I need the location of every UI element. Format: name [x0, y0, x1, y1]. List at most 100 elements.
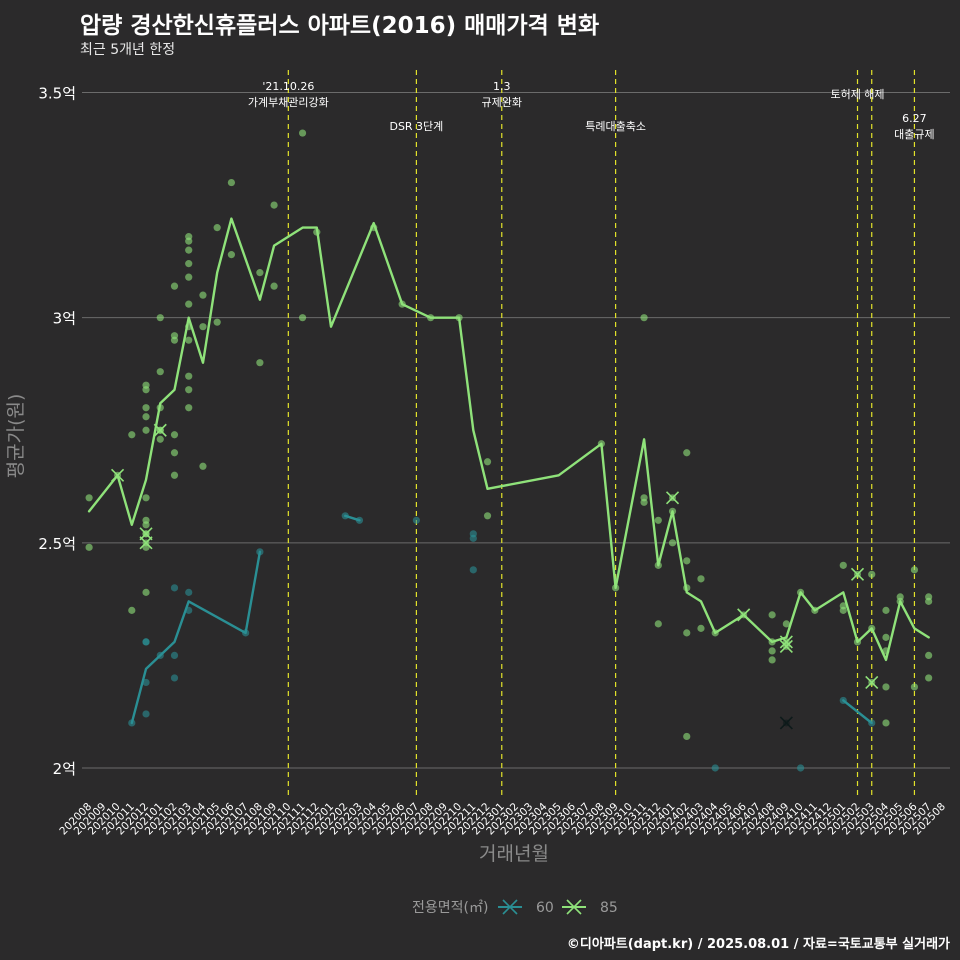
data-point	[654, 516, 662, 524]
data-point	[270, 201, 278, 209]
x-mark	[865, 675, 879, 689]
data-point	[185, 372, 193, 380]
data-point	[298, 314, 307, 322]
x-mark-stroke	[779, 716, 793, 730]
data-point	[185, 273, 193, 281]
chart-title: 압량 경산한신휴플러스 아파트(2016) 매매가격 변화	[80, 13, 600, 39]
y-tick-label: 2억	[53, 760, 76, 778]
data-point	[142, 426, 150, 434]
data-point	[185, 336, 193, 344]
data-point	[910, 566, 919, 574]
data-point	[298, 129, 307, 137]
data-point	[925, 674, 933, 682]
data-point	[156, 368, 164, 376]
data-point	[185, 237, 193, 245]
data-point	[156, 435, 164, 443]
data-point	[640, 314, 648, 322]
x-mark	[737, 608, 751, 622]
event-label: '21.10.26	[262, 80, 314, 93]
chart-subtitle: 최근 5개년 한정	[80, 42, 176, 58]
grid-layer	[82, 92, 950, 769]
axis-layer: 2억2.5억3억3.5억2020082020092020102020112020…	[38, 85, 948, 838]
event-label: 규제완화	[482, 96, 522, 109]
x-mark	[665, 491, 680, 505]
event-label: 토허제 해제	[830, 87, 884, 101]
x-mark-stroke	[153, 423, 167, 437]
data-point	[882, 606, 890, 614]
data-point	[85, 494, 93, 502]
data-point	[925, 651, 933, 660]
data-point	[170, 282, 179, 290]
data-point	[796, 764, 805, 772]
data-point	[910, 683, 919, 691]
data-point	[170, 674, 179, 682]
legend-swatch-cross	[502, 899, 518, 915]
data-point	[170, 584, 179, 592]
x-mark	[139, 536, 153, 550]
data-point	[142, 404, 150, 412]
legend-swatch-cross	[566, 899, 582, 915]
x-mark-stroke	[111, 468, 125, 482]
series-60	[128, 512, 876, 772]
data-point	[185, 260, 193, 268]
source-caption: ©디아파트(dapt.kr) / 2025.08.01 / 자료=국토교통부 실…	[566, 937, 950, 952]
data-point	[128, 431, 136, 439]
data-point	[882, 683, 890, 691]
y-tick-label: 2.5억	[38, 535, 76, 553]
data-point	[469, 534, 477, 542]
data-point	[256, 269, 264, 277]
data-point	[170, 471, 179, 479]
data-point	[142, 413, 150, 421]
data-point	[185, 246, 193, 254]
data-point	[142, 386, 150, 394]
series-line	[842, 699, 873, 725]
data-point	[185, 588, 193, 596]
event-label: DSR 3단계	[389, 120, 443, 133]
data-point	[270, 282, 278, 290]
legend-title: 전용면적(㎡)	[412, 900, 488, 916]
data-point	[483, 458, 492, 466]
event-label: 1.3	[493, 80, 511, 93]
data-point	[142, 638, 150, 646]
x-mark-stroke	[139, 536, 153, 550]
data-point	[128, 606, 136, 614]
series-line	[87, 217, 930, 662]
y-axis-label: 평균가(원)	[5, 394, 27, 479]
y-tick-label: 3.5억	[38, 85, 76, 103]
series-85	[85, 129, 933, 741]
data-point	[469, 566, 477, 574]
legend-label: 85	[600, 900, 618, 916]
data-point	[412, 516, 420, 524]
data-point	[683, 557, 691, 565]
data-point	[782, 620, 790, 628]
event-label: 특례대출축소	[585, 120, 646, 133]
data-point	[213, 318, 221, 326]
data-point	[156, 314, 164, 322]
data-point	[213, 224, 221, 232]
x-mark-stroke	[779, 635, 793, 649]
event-label: 6.27	[902, 112, 927, 125]
data-point	[483, 512, 492, 520]
data-point	[170, 336, 179, 344]
data-point	[170, 431, 179, 439]
legend-item-85: 85	[562, 899, 618, 916]
data-point	[227, 178, 236, 187]
data-point	[185, 386, 193, 394]
x-mark	[153, 423, 167, 437]
data-point	[683, 449, 691, 457]
data-point	[697, 624, 705, 632]
data-point	[711, 764, 719, 772]
data-point	[654, 620, 662, 628]
series-line	[344, 514, 361, 522]
data-point	[768, 647, 776, 655]
data-point	[925, 597, 933, 605]
data-point	[882, 633, 890, 641]
data-point	[697, 575, 705, 583]
x-mark	[779, 716, 793, 730]
data-point	[668, 539, 677, 547]
data-point	[170, 651, 179, 660]
x-axis-label: 거래년월	[479, 843, 549, 865]
data-point	[227, 251, 236, 259]
